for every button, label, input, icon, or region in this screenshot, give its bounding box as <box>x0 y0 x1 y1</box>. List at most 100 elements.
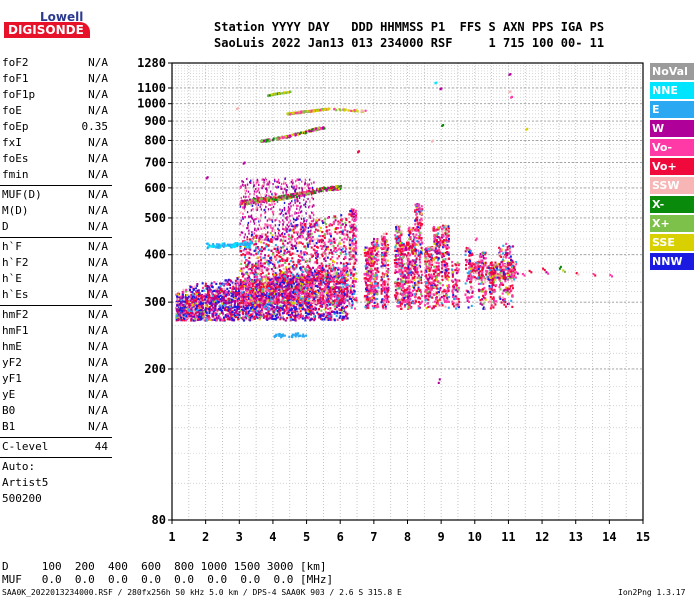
echo-point <box>287 305 290 308</box>
echo-point <box>233 303 236 306</box>
echo-point <box>322 277 325 280</box>
echo-point <box>334 250 337 254</box>
echo-point <box>196 284 199 287</box>
echo-point <box>199 305 202 308</box>
echo-point <box>281 298 284 301</box>
echo-point <box>368 302 371 305</box>
echo-point <box>344 228 347 232</box>
echo-point <box>179 311 182 314</box>
echo-point <box>272 295 275 298</box>
echo-point <box>324 259 327 262</box>
echo-point <box>337 275 340 278</box>
echo-point <box>269 240 272 243</box>
echo-point <box>257 301 260 304</box>
echo-point <box>255 276 258 279</box>
echo-point <box>322 293 325 296</box>
echo-point <box>200 318 203 321</box>
echo-point <box>326 292 329 296</box>
echo-point <box>258 249 261 252</box>
echo-point <box>326 232 329 235</box>
echo-point <box>341 318 344 321</box>
echo-point <box>219 300 222 303</box>
echo-point <box>304 247 307 250</box>
echo-point <box>254 281 257 284</box>
echo-point <box>273 311 276 315</box>
echo-point <box>295 312 298 315</box>
echo-point <box>234 282 237 285</box>
echo-point <box>258 318 261 321</box>
echo-point <box>303 227 305 230</box>
echo-point <box>298 307 301 310</box>
echo-point <box>267 293 270 297</box>
echo-point <box>293 186 295 190</box>
echo-point <box>249 277 252 280</box>
echo-point <box>310 220 313 223</box>
echo-point <box>283 180 285 183</box>
echo-point <box>284 177 287 180</box>
echo-point <box>312 223 315 226</box>
echo-point <box>313 238 316 241</box>
echo-point <box>292 181 294 184</box>
echo-point <box>244 283 247 286</box>
echo-point <box>288 212 291 215</box>
echo-point <box>259 269 262 272</box>
echo-point <box>285 306 288 309</box>
echo-point <box>329 239 332 243</box>
echo-point <box>329 243 332 246</box>
echo-point <box>327 275 330 278</box>
echo-point <box>230 295 233 298</box>
echo-point <box>208 307 211 310</box>
echo-point <box>181 319 184 322</box>
echo-point <box>286 276 289 279</box>
echo-point <box>342 282 345 285</box>
echo-point <box>326 245 329 249</box>
echo-point <box>301 226 303 229</box>
echo-point <box>265 290 268 293</box>
echo-point <box>281 273 284 277</box>
echo-point <box>345 218 348 222</box>
echo-point <box>348 239 351 242</box>
echo-point <box>258 220 260 223</box>
echo-point <box>232 282 235 285</box>
echo-point <box>326 248 329 251</box>
echo-point <box>246 251 249 254</box>
echo-point <box>327 273 330 276</box>
echo-point <box>333 272 336 275</box>
echo-point <box>337 302 340 305</box>
echo-point <box>340 297 343 300</box>
echo-point <box>296 237 298 240</box>
echo-point <box>320 314 323 317</box>
echo-point <box>285 212 288 215</box>
echo-point <box>267 272 270 275</box>
echo-point <box>293 315 296 318</box>
echo-point <box>271 294 274 298</box>
echo-point <box>256 208 259 211</box>
param-row: M(D) N/A <box>0 204 112 220</box>
echo-point <box>255 313 258 316</box>
echo-point <box>290 238 293 241</box>
echo-point <box>241 272 244 275</box>
echo-point <box>351 285 354 288</box>
echo-point <box>250 271 253 274</box>
echo-point <box>325 273 328 276</box>
echo-point <box>331 256 334 259</box>
echo-point <box>225 309 228 312</box>
echo-point <box>368 307 371 310</box>
echo-point <box>285 280 288 283</box>
echo-point <box>194 319 197 322</box>
echo-point <box>288 281 291 284</box>
echo-point <box>265 294 268 297</box>
echo-point <box>318 218 321 221</box>
echo-point <box>294 295 297 298</box>
echo-point <box>276 313 279 316</box>
echo-point <box>248 251 251 254</box>
echo-point <box>308 183 310 186</box>
echo-point <box>310 253 313 256</box>
echo-point <box>255 285 258 288</box>
echo-point <box>273 261 276 264</box>
echo-point <box>277 252 280 255</box>
echo-point <box>237 313 240 316</box>
param-row: yF2 N/A <box>0 356 112 372</box>
echo-point <box>346 270 349 273</box>
echo-point <box>231 281 234 284</box>
